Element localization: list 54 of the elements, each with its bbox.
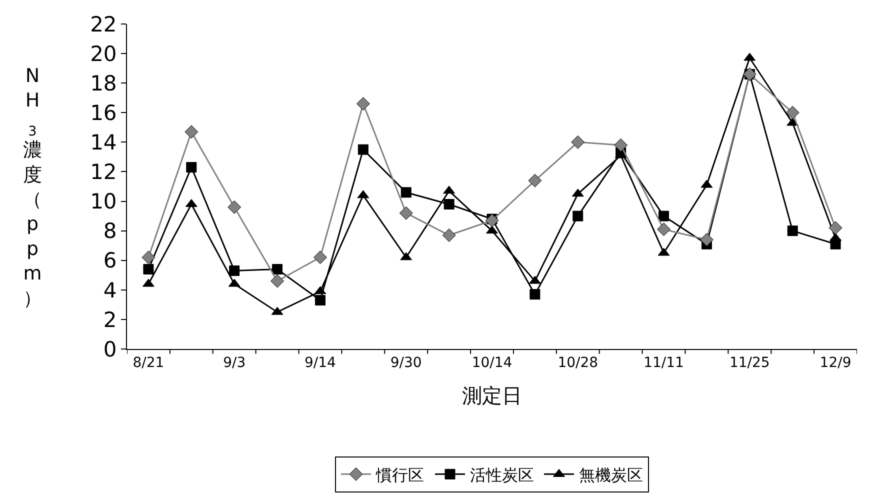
x-tick-label: 9/30 [390, 354, 422, 371]
point [143, 264, 154, 274]
y-tick-label: 16 [90, 100, 117, 125]
point [228, 200, 242, 214]
y-tick-label: 22 [90, 12, 117, 36]
x-tick-label: 12/9 [820, 354, 852, 371]
x-tick-label: 11/11 [644, 354, 684, 371]
legend-label: 活性炭区 [470, 465, 534, 484]
point [229, 265, 240, 276]
y-tick-label: 4 [103, 278, 117, 302]
point [571, 135, 585, 149]
point [358, 144, 368, 155]
legend-label: 慣行区 [375, 465, 424, 484]
point [614, 138, 628, 152]
y-tick-label: 20 [90, 42, 117, 66]
point [700, 232, 714, 246]
point [270, 274, 284, 288]
point [142, 250, 156, 264]
point [528, 174, 542, 188]
y-tick-label: 6 [103, 248, 117, 273]
point [485, 214, 499, 228]
point [442, 228, 456, 242]
point [314, 295, 326, 306]
point [572, 210, 584, 222]
legend-label: 無機炭区 [579, 465, 643, 484]
point [272, 264, 283, 274]
point [184, 125, 198, 139]
y-tick-label: 8 [103, 219, 117, 244]
point [444, 198, 454, 210]
point [828, 221, 842, 235]
point [313, 250, 327, 264]
y-tick-label: 12 [90, 160, 117, 184]
point [657, 222, 671, 236]
x-tick-label: 9/14 [304, 354, 336, 371]
x-tick-label: 10/28 [558, 354, 598, 371]
y-tick-label: 18 [90, 71, 117, 96]
point [399, 206, 413, 220]
x-tick-label: 8/21 [132, 354, 164, 371]
y-tick-label: 2 [103, 308, 117, 332]
point [830, 238, 841, 250]
point [530, 289, 540, 300]
y-tick-label: 10 [90, 190, 117, 214]
point [787, 226, 798, 236]
point [400, 187, 412, 198]
y-tick-label: 14 [90, 130, 117, 155]
point [658, 210, 670, 222]
point [786, 106, 800, 120]
x-tick-label: 9/3 [223, 354, 246, 371]
x-tick-label: 10/14 [472, 354, 512, 371]
x-axis-title: 測定日 [462, 383, 522, 408]
y-tick-label: 0 [103, 337, 117, 362]
point [356, 97, 370, 111]
point [186, 162, 197, 173]
x-tick-label: 11/25 [729, 354, 770, 371]
